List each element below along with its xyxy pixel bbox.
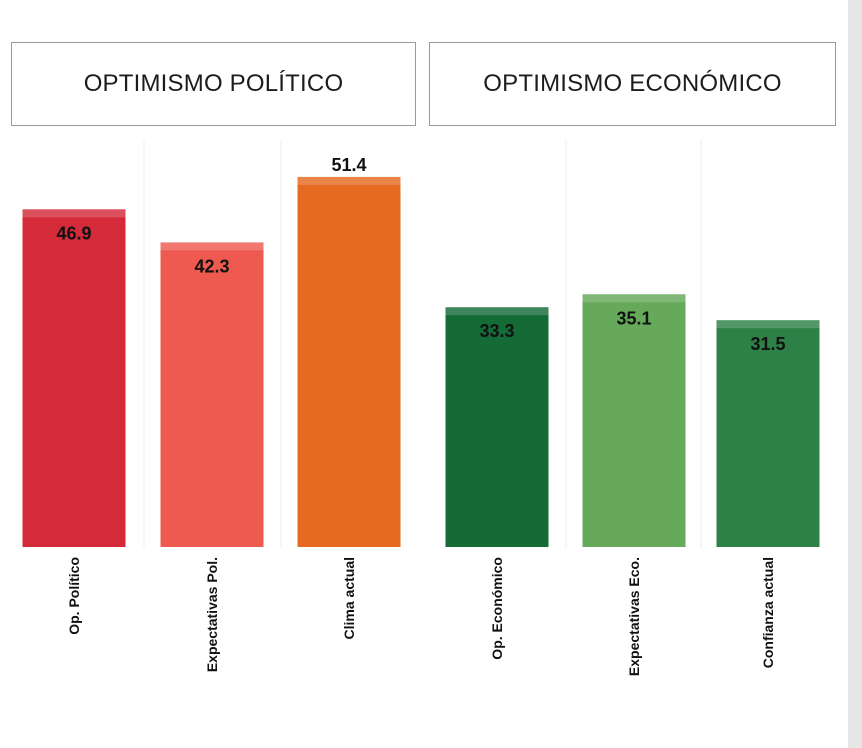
value-label: 51.4 bbox=[331, 155, 366, 175]
value-label: 31.5 bbox=[750, 334, 785, 354]
bar-6 bbox=[716, 320, 820, 547]
group-header-optimismo-economico: OPTIMISMO ECONÓMICO bbox=[429, 42, 836, 126]
bar-highlight bbox=[716, 320, 820, 329]
value-label: 42.3 bbox=[194, 256, 229, 276]
group-title: OPTIMISMO ECONÓMICO bbox=[483, 70, 782, 97]
bar-highlight bbox=[445, 307, 549, 316]
bar-1 bbox=[22, 209, 126, 547]
category-label: Op. Político bbox=[66, 557, 82, 635]
category-label: Clima actual bbox=[341, 557, 357, 639]
bar-4 bbox=[445, 307, 549, 547]
value-label: 33.3 bbox=[479, 321, 514, 341]
bar-highlight bbox=[582, 294, 686, 303]
bar-highlight bbox=[297, 176, 401, 185]
category-label: Expectativas Eco. bbox=[626, 557, 642, 676]
scrollbar-track bbox=[848, 0, 862, 748]
category-label: Op. Económico bbox=[489, 557, 505, 660]
category-label: Expectativas Pol. bbox=[204, 557, 220, 672]
value-label: 35.1 bbox=[616, 308, 651, 328]
bar-5 bbox=[582, 294, 686, 547]
group-title: OPTIMISMO POLÍTICO bbox=[83, 70, 344, 97]
category-label: Confianza actual bbox=[760, 557, 776, 668]
bar-2 bbox=[160, 242, 264, 547]
bar-3 bbox=[297, 176, 401, 548]
bar-highlight bbox=[160, 242, 264, 251]
value-label: 46.9 bbox=[56, 223, 91, 243]
bar-highlight bbox=[22, 209, 126, 218]
group-header-optimismo-politico: OPTIMISMO POLÍTICO bbox=[11, 42, 416, 126]
